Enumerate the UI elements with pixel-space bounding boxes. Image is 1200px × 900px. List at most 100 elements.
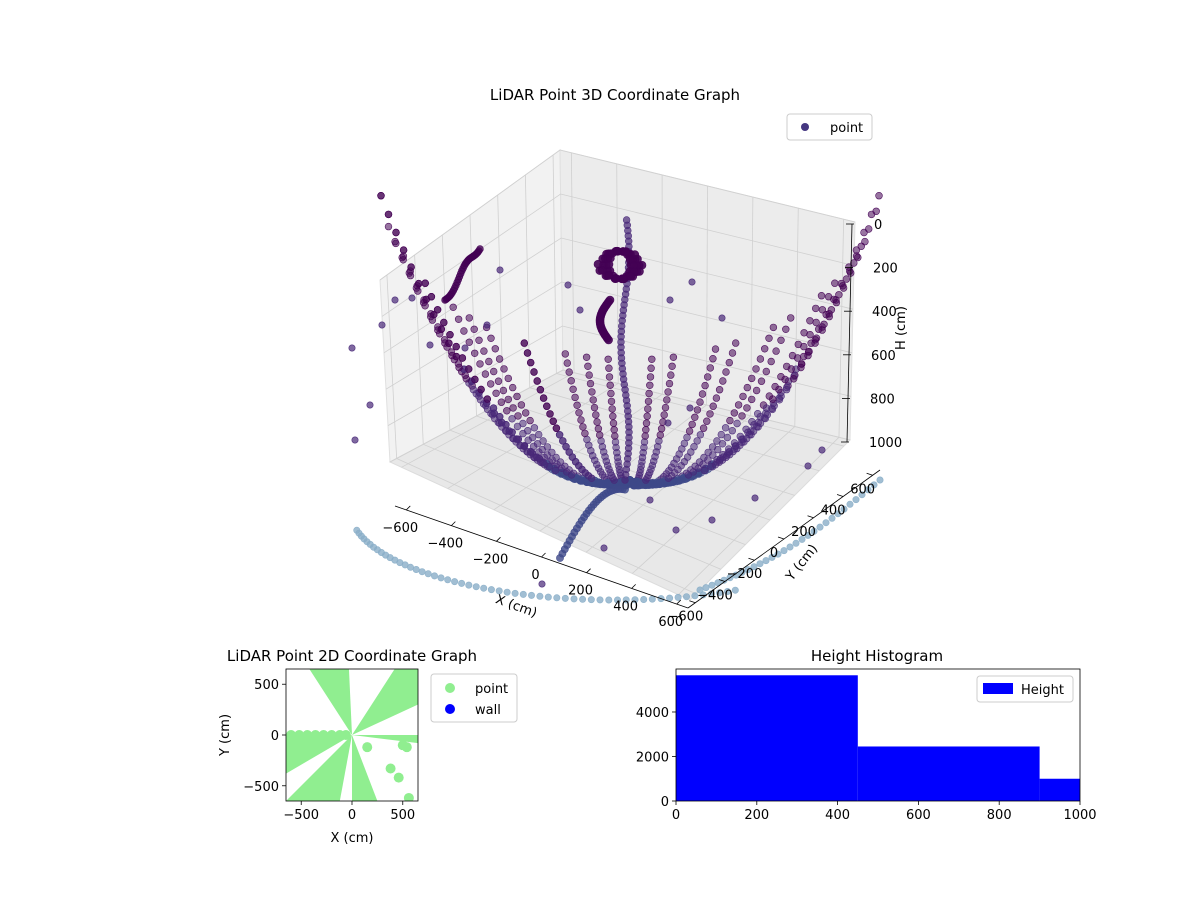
histogram-ticks: 0 200 400 600 800 1000 0 2000 4000 [636, 706, 1097, 823]
lidar-arc-point [555, 431, 564, 439]
lidar-arc-point [719, 377, 727, 385]
y-tick-label: 0 [661, 795, 669, 810]
x-tick [541, 552, 546, 558]
lidar-arc-point [520, 339, 528, 347]
lidar-arc-point [760, 345, 769, 353]
lidar-arc-point [706, 364, 714, 372]
point-marker [318, 730, 329, 740]
lidar-arc-point [706, 462, 715, 471]
ground-point [852, 496, 860, 504]
scatter-point [686, 404, 694, 412]
lidar-arc-point [421, 279, 429, 287]
lidar-arc-point [477, 385, 485, 394]
lidar-arc-point [528, 433, 537, 442]
lidar-arc-point [644, 405, 652, 413]
lidar-arc-point [756, 413, 764, 421]
lidar-arc-point [536, 386, 545, 394]
lidar-arc-point [427, 312, 435, 321]
x-tick-label: 200 [744, 808, 769, 823]
lidar-arc-point [811, 339, 819, 347]
lidar-arc-point [683, 433, 691, 442]
lidar-arc-point [789, 375, 798, 383]
lidar-arc-point [765, 334, 773, 342]
lidar-arc-point [475, 336, 483, 344]
lidar-arc-point [503, 407, 511, 415]
scatter-point [576, 306, 584, 314]
lidar-arc-point [709, 402, 717, 410]
legend-marker-point [445, 683, 455, 693]
lidar-arc-point [583, 435, 591, 444]
scatter-point [391, 296, 399, 304]
ground-point [822, 519, 830, 527]
lidar-arc-point [831, 279, 839, 287]
point-marker [401, 742, 412, 753]
lidar-arc-point [756, 355, 765, 363]
lidar-arc-point [509, 404, 517, 412]
z-tick-label: 1000 [869, 436, 902, 451]
lidar-arc-point [553, 460, 561, 468]
lidar-arc-point [455, 363, 463, 372]
cluster-point [604, 335, 613, 345]
ground-point [756, 560, 764, 568]
ground-point [495, 587, 503, 595]
lidar-arc-point [562, 443, 570, 451]
scatter-point [818, 446, 826, 454]
lidar-arc-point [412, 284, 421, 292]
wall-grid-z [379, 149, 856, 281]
lidar-arc-point [483, 395, 491, 403]
y-tick-label: 200 [791, 525, 816, 540]
lidar-arc-point [534, 430, 543, 439]
lidar-arc-point [738, 412, 746, 420]
lidar-arc-point [717, 430, 725, 439]
lidar-arc-point [594, 425, 603, 433]
lidar-arc-point [704, 456, 712, 464]
lidar-arc-point [579, 423, 587, 431]
wall-grid-z [385, 281, 853, 390]
point-marker [340, 730, 351, 740]
lidar-arc-point [797, 363, 805, 372]
ground-point [864, 486, 872, 494]
x-tick-label: 0 [531, 568, 539, 583]
y-tick [777, 536, 785, 540]
lidar-arc-point [607, 397, 616, 406]
ground-point [519, 590, 527, 598]
x-tick-label: −600 [382, 521, 418, 536]
floor-grid-y [502, 401, 795, 496]
lidar-arc-point [538, 445, 546, 454]
scatter-point [378, 321, 386, 329]
lidar-arc-point [688, 420, 696, 429]
lidar-arc-point [513, 392, 521, 401]
x-axis-ticks: −600 −400 −200 0 200 400 600 [382, 505, 683, 630]
floor-grid-y [396, 458, 697, 595]
lidar-arc-point [504, 374, 512, 383]
ground-point [596, 596, 604, 604]
lidar-arc-point [703, 417, 711, 425]
lidar-arc-point [441, 339, 449, 347]
ground-point [702, 584, 710, 592]
ground-point [480, 584, 488, 592]
back-grid-x [838, 219, 845, 438]
y-tick-label: −600 [668, 610, 704, 625]
lidar-arc-point [700, 466, 709, 475]
lidar-arc-point [533, 377, 541, 385]
lidar-arc-point [709, 451, 717, 459]
lidar-arc-point [767, 357, 775, 366]
left-cluster-point [476, 245, 484, 253]
ground-point [561, 594, 569, 602]
lidar-arc-point [757, 377, 766, 385]
lidar-arc-point [419, 298, 428, 307]
lidar-arc-point [731, 339, 740, 347]
y-tick-label: 0 [770, 546, 778, 561]
lidar-arc-point [462, 375, 470, 383]
lidar-arc-point [539, 394, 548, 402]
ground-point [587, 596, 595, 604]
lidar-arc-point [782, 385, 791, 394]
lidar-arc-point [523, 349, 532, 357]
y-tick [807, 515, 814, 519]
lidar-arc-point [533, 453, 541, 461]
lidar-arc-point [711, 345, 720, 353]
lidar-arc-point [545, 462, 553, 471]
back-grid-x [570, 152, 575, 373]
lidar-arc-point [595, 431, 604, 439]
lidar-arc-point [728, 349, 737, 357]
